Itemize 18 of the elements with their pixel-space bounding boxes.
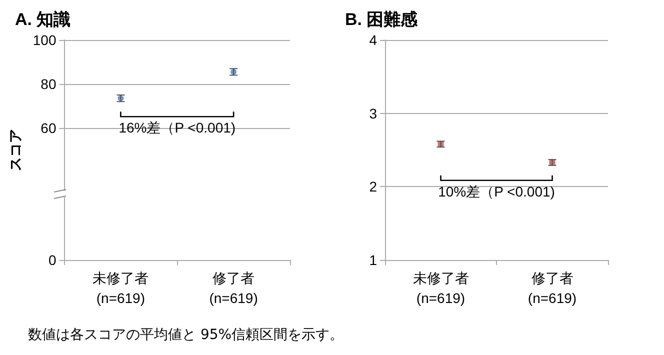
y-tick-label: 4: [369, 32, 378, 48]
chart-title: B. 困難感: [345, 10, 419, 29]
x-tick-label: 修了者 (n=619): [209, 270, 258, 306]
y-tick-label: 100: [32, 32, 56, 48]
y-tick-label: 2: [369, 178, 378, 195]
y-tick-label: 1: [369, 252, 378, 268]
y-tick-label: 80: [40, 76, 56, 92]
y-axis-title: スコア: [7, 129, 23, 171]
text: 数値は各スコアの平均値と 95%信頼区間を示す。: [28, 326, 344, 344]
annotation: 10%差（P <0.001): [438, 183, 555, 200]
y-tick-label: 0: [48, 252, 56, 268]
y-tick-label: 60: [40, 120, 56, 136]
x-tick-label: 修了者 (n=619): [528, 270, 577, 306]
chart-title: A. 知識: [15, 10, 71, 29]
annotation: 16%差（P <0.001): [118, 120, 236, 136]
x-tick-label: 未修了者 (n=619): [92, 270, 149, 306]
y-tick-label: 3: [369, 105, 378, 122]
x-tick-label: 未修了者 (n=619): [412, 270, 469, 306]
